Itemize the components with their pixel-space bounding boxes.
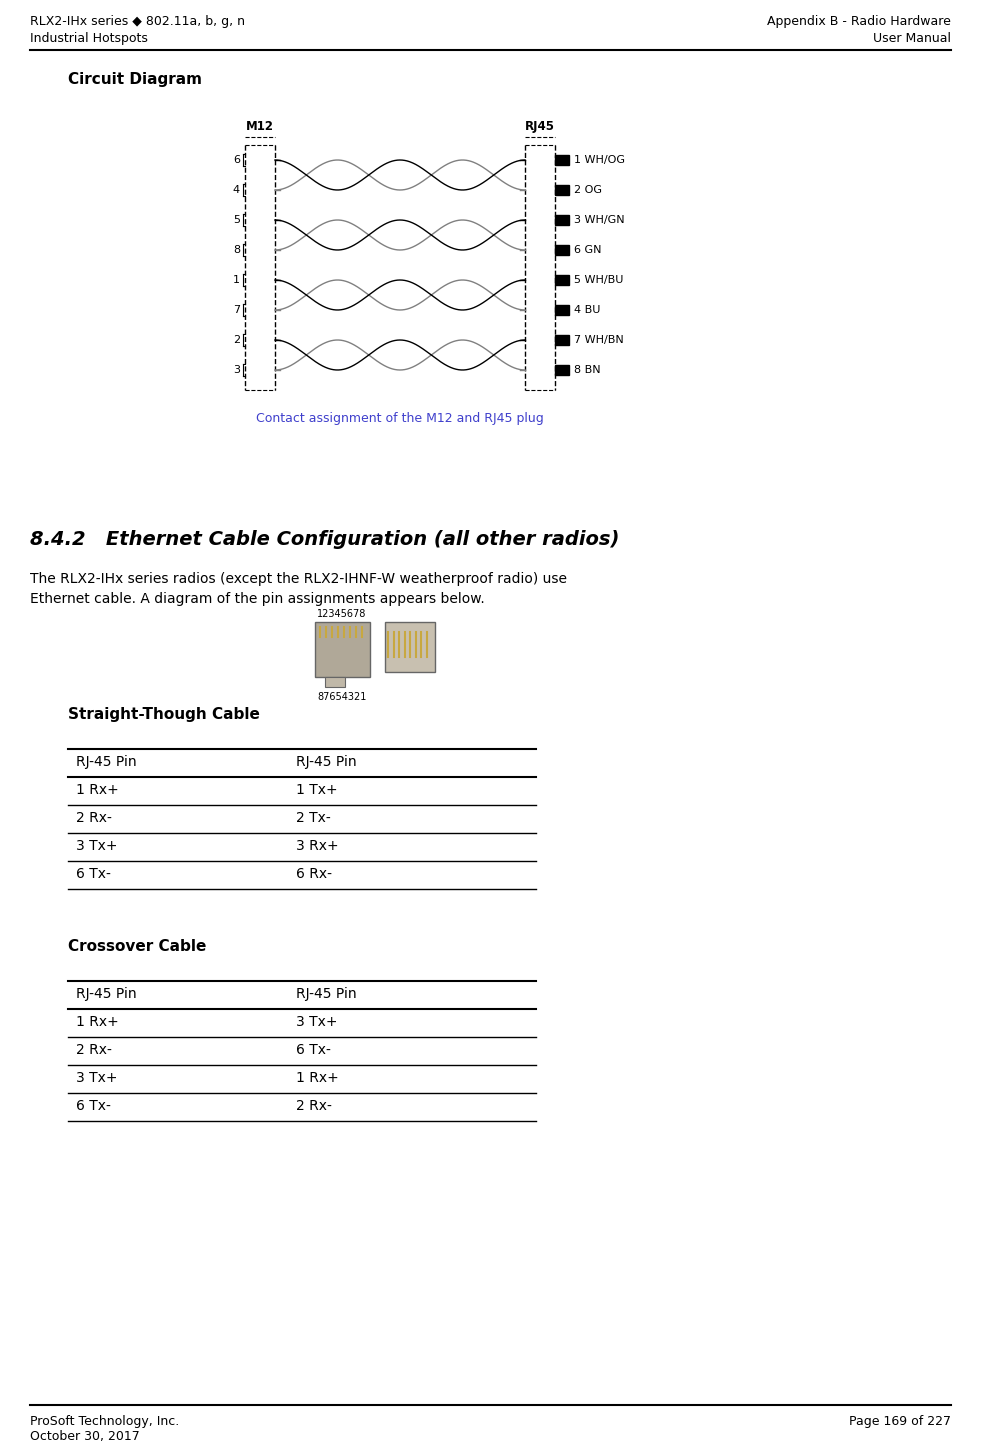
Text: Crossover Cable: Crossover Cable [68,940,206,954]
Bar [555,334,569,344]
Text: 1 Tx+: 1 Tx+ [296,782,337,797]
Text: ProSoft Technology, Inc.: ProSoft Technology, Inc. [30,1415,180,1428]
Text: 2 OG: 2 OG [574,184,602,195]
Text: M12: M12 [246,120,274,133]
Text: 6: 6 [233,156,240,166]
Bar [385,623,435,672]
Text: RLX2-IHx series ◆ 802.11a, b, g, n: RLX2-IHx series ◆ 802.11a, b, g, n [30,14,245,27]
Text: 3: 3 [233,365,240,375]
Text: 4 BU: 4 BU [574,305,600,316]
Bar [555,245,569,255]
Text: 3 Tx+: 3 Tx+ [76,839,118,853]
Text: 8 BN: 8 BN [574,365,600,375]
Text: 2 Tx-: 2 Tx- [296,811,331,826]
Text: 7: 7 [232,305,240,316]
Text: 5 WH/BU: 5 WH/BU [574,275,623,285]
Bar [555,156,569,166]
Text: 6 GN: 6 GN [574,245,601,255]
Text: 7 WH/BN: 7 WH/BN [574,334,624,344]
Text: October 30, 2017: October 30, 2017 [30,1429,139,1441]
Text: Straight-Though Cable: Straight-Though Cable [68,708,260,722]
Text: RJ45: RJ45 [525,120,555,133]
Text: 3 Tx+: 3 Tx+ [296,1014,337,1029]
Text: 6 Tx-: 6 Tx- [76,867,111,880]
Text: RJ-45 Pin: RJ-45 Pin [76,987,136,1001]
Text: 2 Rx-: 2 Rx- [296,1099,332,1112]
Text: 6 Rx-: 6 Rx- [296,867,332,880]
Text: 2 Rx-: 2 Rx- [76,1043,112,1058]
Text: 6 Tx-: 6 Tx- [76,1099,111,1112]
Bar [315,623,370,677]
Bar [555,184,569,195]
Text: 8: 8 [232,245,240,255]
Text: RJ-45 Pin: RJ-45 Pin [76,755,136,769]
Text: Contact assignment of the M12 and RJ45 plug: Contact assignment of the M12 and RJ45 p… [256,412,543,425]
Text: 1: 1 [233,275,240,285]
Text: 87654321: 87654321 [317,692,367,702]
Text: 1 Rx+: 1 Rx+ [76,782,119,797]
Text: 12345678: 12345678 [317,610,367,620]
Text: 2 Rx-: 2 Rx- [76,811,112,826]
Text: Page 169 of 227: Page 169 of 227 [849,1415,951,1428]
Text: User Manual: User Manual [873,32,951,45]
Text: The RLX2-IHx series radios (except the RLX2-IHNF-W weatherproof radio) use: The RLX2-IHx series radios (except the R… [30,572,567,586]
Bar [325,677,345,687]
Bar [555,215,569,225]
Text: Circuit Diagram: Circuit Diagram [68,72,202,86]
Text: 1 Rx+: 1 Rx+ [296,1071,338,1085]
Text: 4: 4 [232,184,240,195]
Text: 3 Rx+: 3 Rx+ [296,839,338,853]
Text: 2: 2 [232,334,240,344]
Text: RJ-45 Pin: RJ-45 Pin [296,755,357,769]
Bar [555,275,569,285]
Text: 3 WH/GN: 3 WH/GN [574,215,625,225]
Bar [555,305,569,316]
Text: Industrial Hotspots: Industrial Hotspots [30,32,148,45]
Text: 6 Tx-: 6 Tx- [296,1043,331,1058]
Text: 5: 5 [233,215,240,225]
Text: 8.4.2   Ethernet Cable Configuration (all other radios): 8.4.2 Ethernet Cable Configuration (all … [30,530,619,549]
Text: 3 Tx+: 3 Tx+ [76,1071,118,1085]
Text: 1 Rx+: 1 Rx+ [76,1014,119,1029]
Text: 1 WH/OG: 1 WH/OG [574,156,625,166]
Text: Appendix B - Radio Hardware: Appendix B - Radio Hardware [767,14,951,27]
Bar [555,365,569,375]
Text: RJ-45 Pin: RJ-45 Pin [296,987,357,1001]
Text: Ethernet cable. A diagram of the pin assignments appears below.: Ethernet cable. A diagram of the pin ass… [30,592,485,607]
